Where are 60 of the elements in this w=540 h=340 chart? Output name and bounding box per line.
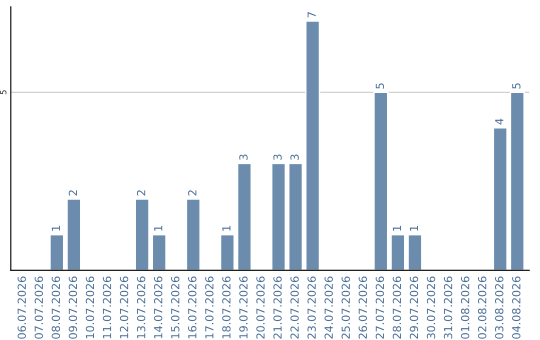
bar [220,234,235,270]
data-label: 1 [154,226,162,231]
data-label: 3 [239,154,248,160]
data-label: 1 [222,226,230,231]
bar [390,234,406,270]
bar [492,127,508,270]
x-tick-label: 18.07.2026 [222,276,231,338]
bar [236,162,252,270]
bar [407,234,422,270]
x-tick-label: 26.07.2026 [358,276,368,339]
x-tick-label: 24.07.2026 [324,276,333,339]
data-label: 3 [290,154,299,160]
x-tick-label: 03.08.2026 [495,276,504,339]
bar [288,162,304,270]
x-tick-label: 08.07.2026 [52,276,60,339]
x-tick-label: 30.07.2026 [426,276,436,339]
x-tick-label: 14.07.2026 [154,276,162,338]
x-tick-label: 02.08.2026 [478,276,486,339]
bar [66,198,82,270]
data-label: 1 [52,226,60,231]
x-tick-label: 29.07.2026 [410,276,418,339]
data-label: 2 [136,190,146,196]
x-tick-label: 10.07.2026 [86,276,94,338]
x-tick-label: 20.07.2026 [256,276,265,339]
data-label: 4 [495,118,504,125]
x-tick-label: 21.07.2026 [273,276,282,339]
x-tick-label: 28.07.2026 [392,276,402,339]
x-tick-label: 09.07.2026 [68,276,78,339]
x-tick-label: 07.07.2026 [34,276,44,339]
bar [186,198,201,270]
x-tick-label: 15.07.2026 [171,276,180,338]
x-tick-label: 06.07.2026 [18,276,26,339]
data-label: 7 [308,12,316,18]
bar [134,198,150,270]
data-label: 1 [392,226,401,231]
x-tick-label: 23.07.2026 [307,276,316,339]
data-label: 1 [410,226,418,231]
x-tick-label: 27.07.2026 [376,276,384,339]
x-tick-label: 12.07.2026 [120,276,128,338]
bar [271,162,286,270]
x-tick-label: 01.08.2026 [460,276,470,339]
x-tick-label: 11.07.2026 [102,276,112,338]
data-label: 5 [376,83,384,89]
bar [373,92,388,270]
x-tick-label: 22.07.2026 [290,276,299,339]
data-label: 5 [512,83,520,89]
x-tick-label: 16.07.2026 [188,276,196,338]
data-label: 2 [188,190,196,196]
x-tick-label: 31.07.2026 [444,276,452,339]
x-tick-label: 17.07.2026 [205,276,214,338]
x-tick-label: 13.07.2026 [136,276,146,338]
bar [152,234,167,270]
bar [510,92,525,270]
bar [305,20,320,270]
data-label: 2 [68,190,77,196]
x-tick-label: 04.08.2026 [512,276,520,339]
data-label: 3 [273,154,282,160]
x-tick-label: 25.07.2026 [342,276,350,339]
bar [49,234,64,270]
x-tick-label: 19.07.2026 [239,276,248,338]
